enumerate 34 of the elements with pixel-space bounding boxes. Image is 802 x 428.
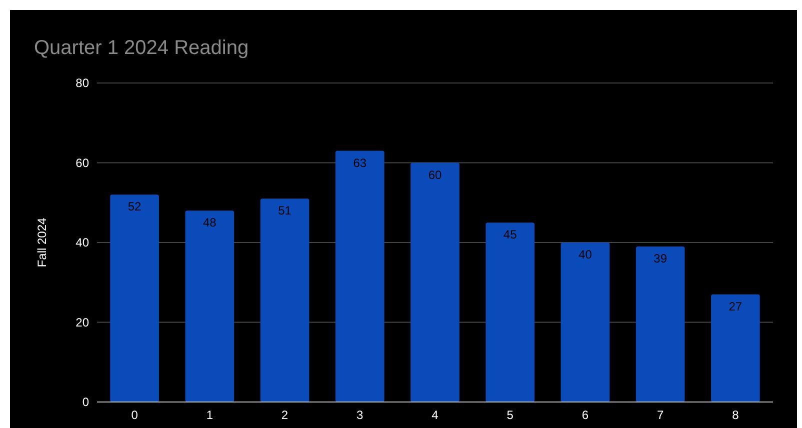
x-tick-label: 4 xyxy=(432,408,439,422)
data-label: 60 xyxy=(428,168,442,182)
data-label: 48 xyxy=(202,216,217,230)
bar xyxy=(335,150,384,402)
x-tick-label: 2 xyxy=(281,408,288,422)
bar xyxy=(560,242,610,402)
data-label: 27 xyxy=(728,299,742,314)
data-label: 51 xyxy=(278,204,292,218)
y-tick-label: 80 xyxy=(76,76,90,90)
x-tick-label: 5 xyxy=(506,408,514,422)
data-label: 39 xyxy=(654,251,668,266)
x-tick-label: 0 xyxy=(131,408,138,422)
bar xyxy=(185,210,234,402)
x-tick-label: 7 xyxy=(656,408,664,422)
bar xyxy=(410,162,460,402)
data-label: 45 xyxy=(503,228,518,242)
y-tick-label: 20 xyxy=(76,315,90,330)
x-tick-label: 3 xyxy=(356,408,364,422)
bar xyxy=(486,222,535,402)
data-label: 52 xyxy=(128,200,142,214)
data-label: 40 xyxy=(578,248,592,262)
data-label: 63 xyxy=(353,156,367,170)
chart-title: Quarter 1 2024 Reading xyxy=(34,37,249,59)
bar xyxy=(636,246,685,402)
x-tick-label: 6 xyxy=(582,408,589,422)
y-axis-title: Fall 2024 xyxy=(35,217,49,268)
x-tick-label: 1 xyxy=(206,408,214,422)
x-tick-label: 8 xyxy=(732,408,740,422)
y-tick-label: 0 xyxy=(82,395,90,409)
y-tick-label: 40 xyxy=(76,236,90,250)
bar xyxy=(260,198,310,402)
bar xyxy=(110,194,159,402)
y-tick-label: 60 xyxy=(76,156,90,170)
bar xyxy=(711,294,760,402)
